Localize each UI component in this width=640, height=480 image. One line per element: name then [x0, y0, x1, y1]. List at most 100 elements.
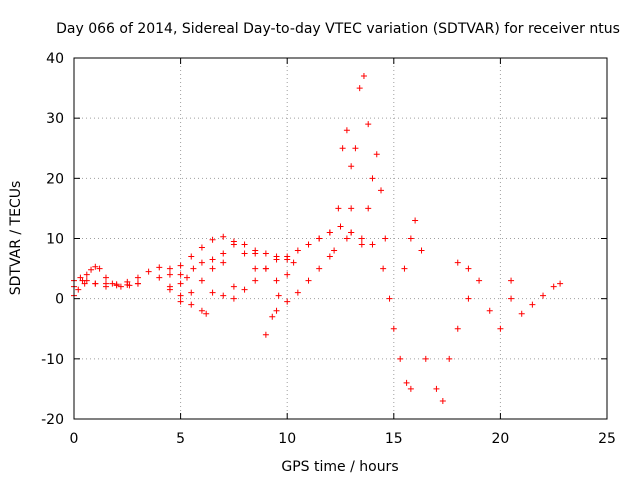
data-point	[198, 277, 205, 284]
data-point	[369, 175, 376, 182]
data-point	[422, 355, 429, 362]
x-tick-label: 5	[176, 431, 185, 447]
data-point	[343, 235, 350, 242]
data-point	[198, 259, 205, 266]
data-point	[316, 265, 323, 272]
data-point	[403, 379, 410, 386]
y-tick-label: 40	[46, 51, 64, 67]
data-point	[177, 298, 184, 305]
y-tick-labels: -20 -10 0 10 20 30 40	[41, 51, 64, 428]
data-point	[557, 280, 564, 287]
data-point	[252, 277, 259, 284]
data-point	[113, 281, 120, 288]
data-point	[156, 264, 163, 271]
y-tick-label: -10	[41, 352, 64, 368]
series-arc-10	[262, 259, 297, 338]
y-axis-label: SDTVAR / TECUs	[8, 181, 24, 296]
data-point	[446, 355, 453, 362]
data-point	[369, 241, 376, 248]
data-point	[188, 289, 195, 296]
data-point	[348, 229, 355, 236]
data-point	[382, 235, 389, 242]
data-point	[348, 205, 355, 212]
data-point	[183, 274, 190, 281]
data-point	[386, 295, 393, 302]
data-point	[290, 259, 297, 266]
data-point	[518, 310, 525, 317]
data-point	[177, 280, 184, 287]
series-arc-7	[177, 241, 280, 305]
data-point	[198, 244, 205, 251]
data-point	[209, 236, 216, 243]
data-point	[454, 325, 461, 332]
data-point	[75, 286, 82, 293]
data-point	[390, 325, 397, 332]
data-point	[284, 256, 291, 263]
series-arc-17	[380, 265, 414, 392]
data-point	[209, 265, 216, 272]
data-point	[273, 277, 280, 284]
series-arc-14	[331, 127, 355, 254]
y-tick-label: 10	[46, 232, 64, 248]
data-point	[88, 266, 95, 273]
data-point	[331, 247, 338, 254]
data-point	[397, 355, 404, 362]
data-point	[284, 271, 291, 278]
x-tick-label: 25	[598, 431, 616, 447]
data-point	[145, 268, 152, 275]
data-point	[273, 307, 280, 314]
data-point	[252, 247, 259, 254]
data-point	[220, 292, 227, 299]
data-point	[166, 286, 173, 293]
y-tick-label: 20	[46, 171, 64, 187]
data-points	[71, 73, 564, 404]
series-arc-8	[209, 253, 291, 302]
data-point	[241, 241, 248, 248]
data-point	[230, 283, 237, 290]
data-point	[305, 241, 312, 248]
series-arc-19	[422, 295, 472, 404]
series-arc-4	[156, 233, 259, 281]
data-point	[454, 259, 461, 266]
data-point	[209, 256, 216, 263]
data-point	[486, 307, 493, 314]
data-point	[134, 274, 141, 281]
data-point	[102, 274, 109, 281]
data-point	[465, 295, 472, 302]
data-point	[348, 163, 355, 170]
data-point	[262, 250, 269, 257]
data-point	[220, 250, 227, 257]
x-tick-label: 10	[278, 431, 296, 447]
data-point	[352, 145, 359, 152]
data-point	[339, 145, 346, 152]
x-tick-label: 0	[70, 431, 79, 447]
data-point	[262, 265, 269, 272]
data-point	[508, 295, 515, 302]
data-point	[508, 277, 515, 284]
series-arc-6	[166, 256, 237, 293]
data-point	[356, 85, 363, 92]
data-point	[230, 295, 237, 302]
series-arc-13	[305, 223, 376, 248]
axis-ticks	[73, 57, 608, 420]
data-point	[166, 271, 173, 278]
data-point	[305, 277, 312, 284]
series-arc-11	[273, 253, 333, 314]
data-point	[343, 127, 350, 134]
data-point	[365, 121, 372, 128]
data-point	[77, 274, 84, 281]
data-point	[418, 247, 425, 254]
data-point	[262, 331, 269, 338]
data-point	[365, 205, 372, 212]
data-point	[275, 292, 282, 299]
data-point	[326, 229, 333, 236]
data-point	[294, 289, 301, 296]
x-tick-labels: 0 5 10 15 20 25	[70, 431, 616, 447]
data-point	[294, 247, 301, 254]
data-point	[529, 301, 536, 308]
data-point	[540, 292, 547, 299]
data-point	[96, 265, 103, 272]
y-tick-label: 0	[55, 292, 64, 308]
data-point	[407, 385, 414, 392]
